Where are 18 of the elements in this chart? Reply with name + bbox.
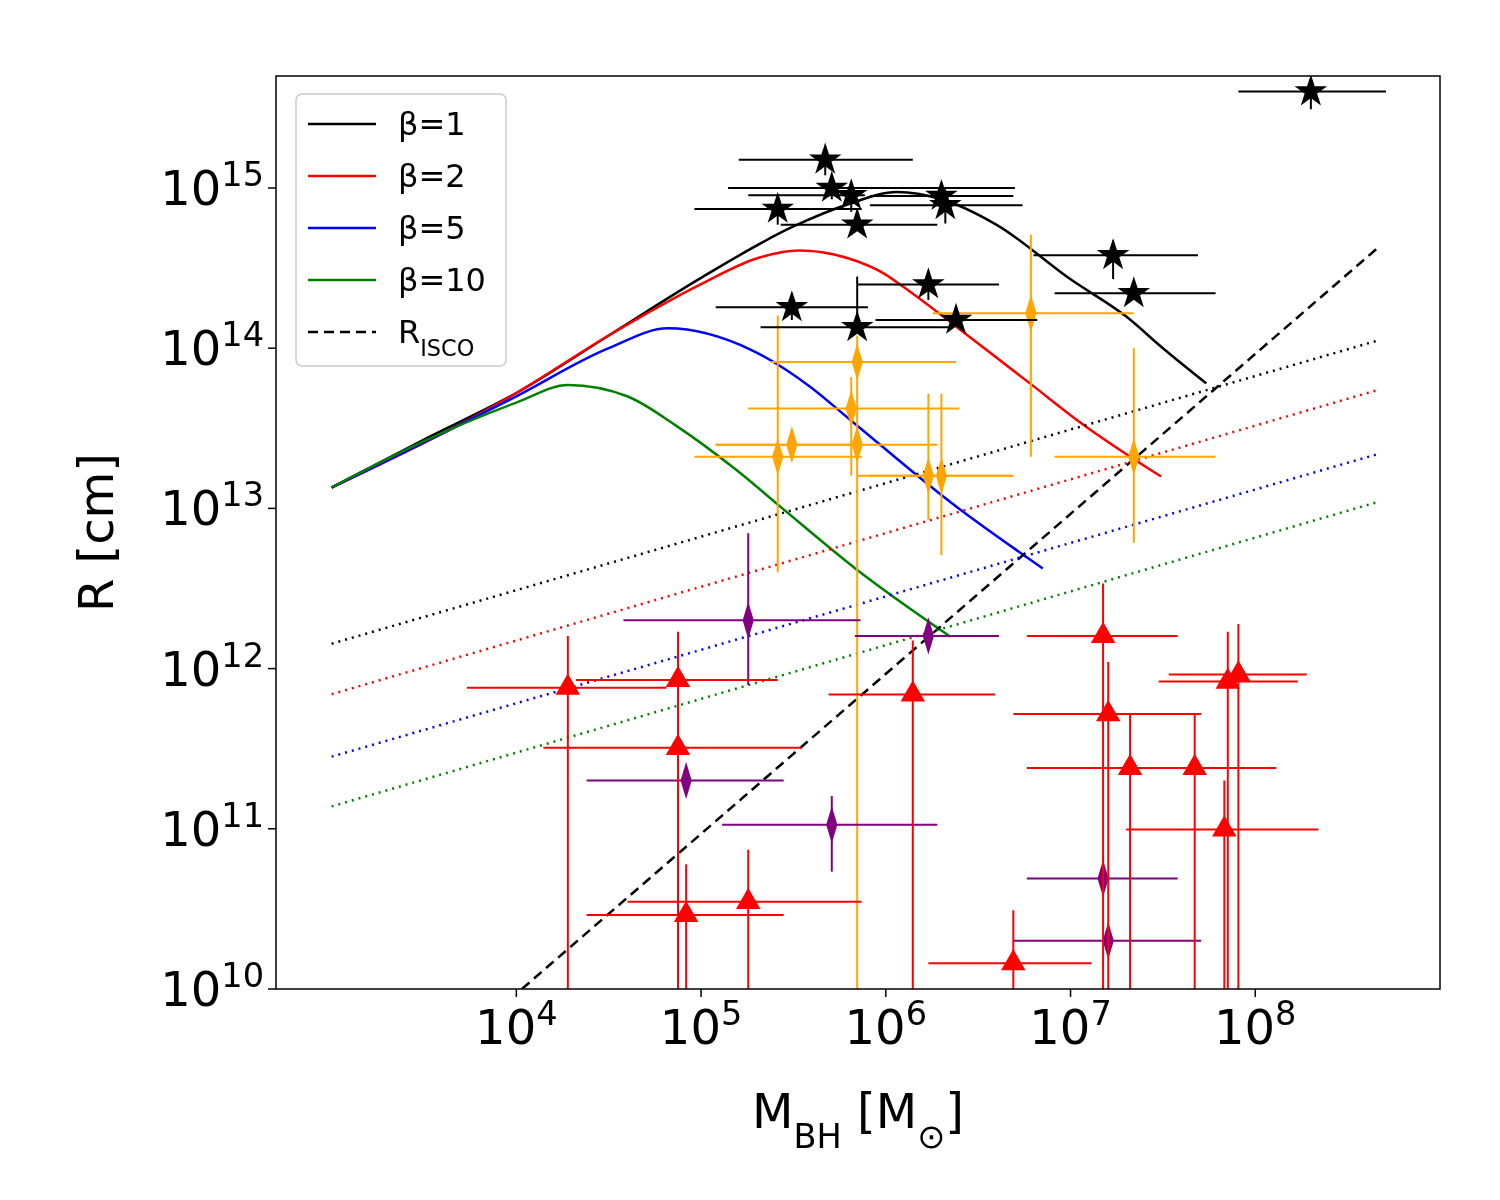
x-tick-label: 10$^{7}$ [1029,993,1112,1055]
x-tick-label: 10$^{6}$ [844,993,928,1055]
legend-label: β=1 [398,105,466,143]
legend-label: β=10 [398,261,486,299]
x-tick-label: 10$^{4}$ [475,993,558,1055]
y-tick-label: 10$^{12}$ [160,635,264,697]
y-tick-label: 10$^{15}$ [160,154,264,216]
legend-label: β=2 [398,157,466,195]
legend-label: R$_{ISCO}$ [398,313,475,361]
x-axis-title: M$_{BH}$ [M$_{⊙}$] [752,1083,964,1156]
y-axis-title: R [cm] [68,452,124,613]
y-tick-label: 10$^{11}$ [160,795,264,857]
x-tick-label: 10$^{8}$ [1214,993,1297,1055]
legend-label: β=5 [398,209,466,247]
y-tick-label: 10$^{14}$ [160,314,264,377]
y-tick-label: 10$^{13}$ [160,474,264,537]
x-tick-label: 10$^{5}$ [659,993,743,1055]
y-tick-label: 10$^{10}$ [160,955,264,1017]
